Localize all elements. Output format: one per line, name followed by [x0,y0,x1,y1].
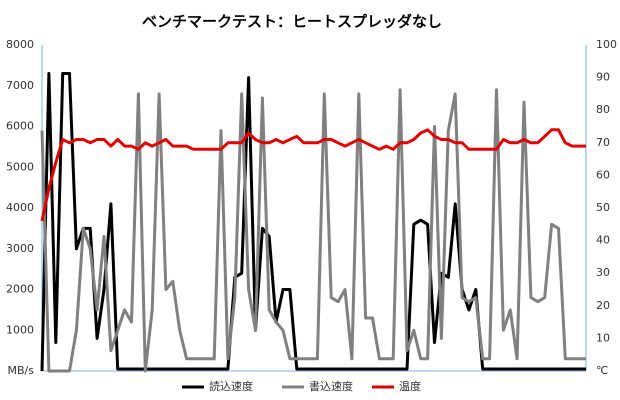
y2-tick-label: 20 [596,299,610,312]
y-tick-label: 8000 [6,38,34,51]
series-line [40,72,586,372]
y-tick-label: 3000 [6,242,34,255]
y-tick-label: 6000 [6,120,34,133]
y-tick-label: MB/s [8,364,35,377]
chart-title: ベンチマークテスト：ヒートスプレッダなし [142,13,442,31]
y2-tick-label: 10 [596,331,610,344]
y2-tick-label: 40 [596,234,610,247]
y2-tick-label: 30 [596,266,610,279]
y-tick-label: 2000 [6,283,34,296]
y2-tick-label: ℃ [596,364,608,377]
y-tick-label: 5000 [6,160,34,173]
legend-label: 書込速度 [309,379,353,393]
y-tick-label: 1000 [6,323,34,336]
y2-tick-label: 100 [596,38,617,51]
series-line [40,88,586,373]
y2-tick-label: 50 [596,201,610,214]
legend-label: 読込速度 [209,379,253,393]
y-tick-label: 4000 [6,201,34,214]
y2-tick-label: 60 [596,168,610,181]
y2-tick-label: 70 [596,136,610,149]
series-line [40,128,586,222]
y2-tick-label: 80 [596,103,610,116]
y-tick-label: 7000 [6,79,34,92]
legend-label: 温度 [399,379,421,393]
y2-tick-label: 90 [596,71,610,84]
